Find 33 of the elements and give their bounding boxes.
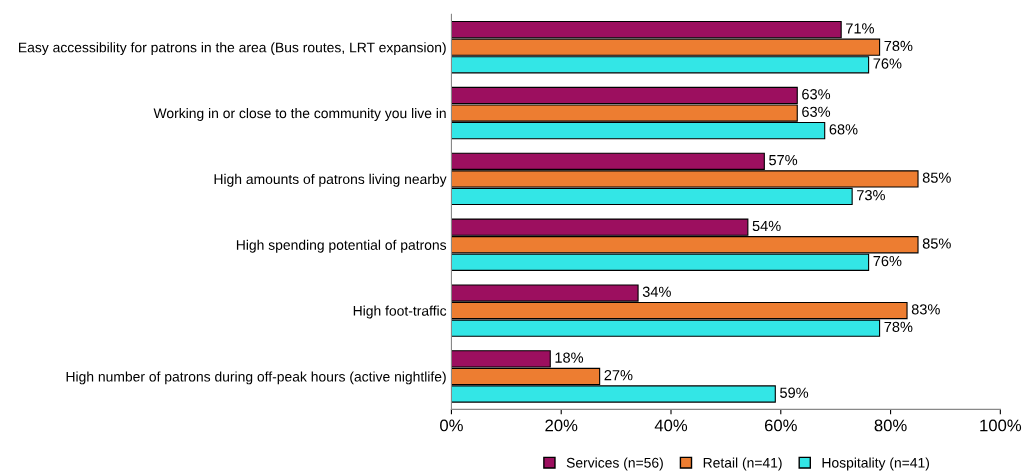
data-label: 54% <box>752 220 781 232</box>
legend-label: Retail (n=41) <box>703 457 782 471</box>
data-label: 57% <box>769 154 798 166</box>
data-label: 85% <box>922 172 951 183</box>
x-tick-label: 40% <box>654 419 688 432</box>
data-label: 83% <box>911 304 940 315</box>
x-tick-label: 60% <box>764 419 797 432</box>
data-label: 27% <box>604 370 633 381</box>
data-label: 34% <box>642 286 671 297</box>
data-label: 63% <box>802 106 831 117</box>
data-label: 78% <box>884 40 913 52</box>
data-label: 71% <box>846 23 874 34</box>
data-label: 18% <box>555 352 584 363</box>
y-tick-label: Working in or close to the community you live in <box>153 108 446 121</box>
x-tick-label: 100% <box>980 419 1022 432</box>
data-label: 63% <box>802 89 831 100</box>
legend-label: Hospitality (n=41) <box>822 457 930 471</box>
y-tick-label: High amounts of patrons living nearby <box>214 173 447 187</box>
y-tick-label: High spending potential of patrons <box>236 239 447 253</box>
data-label: 76% <box>873 255 902 267</box>
data-label: 59% <box>780 387 809 398</box>
legend-label: Services (n=56) <box>566 457 663 471</box>
data-label: 85% <box>922 238 951 249</box>
y-tick-label: Easy accessibility for patrons in the area (Bus routes, LRT expansion) <box>19 42 446 56</box>
y-tick-label: High foot-traffic <box>353 305 447 319</box>
x-tick-label: 0% <box>440 419 463 432</box>
data-label: 76% <box>873 58 902 69</box>
x-tick-label: 80% <box>874 419 907 432</box>
data-label: 78% <box>884 321 913 333</box>
data-label: 73% <box>857 190 885 201</box>
x-tick-label: 20% <box>545 419 578 432</box>
y-tick-label: High number of patrons during off-peak hours (active nightlife) <box>66 371 446 385</box>
data-label: 68% <box>829 124 858 135</box>
